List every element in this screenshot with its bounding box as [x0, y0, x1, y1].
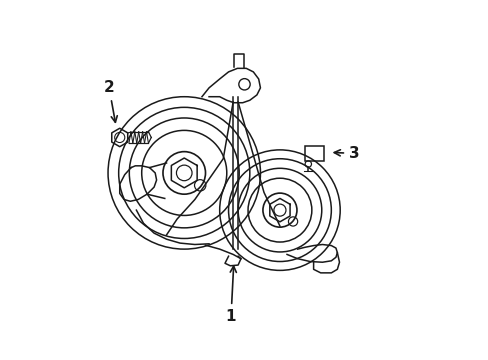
Bar: [304, 146, 324, 161]
Text: 3: 3: [333, 146, 359, 161]
Text: 2: 2: [103, 80, 117, 122]
Text: 1: 1: [225, 266, 236, 324]
